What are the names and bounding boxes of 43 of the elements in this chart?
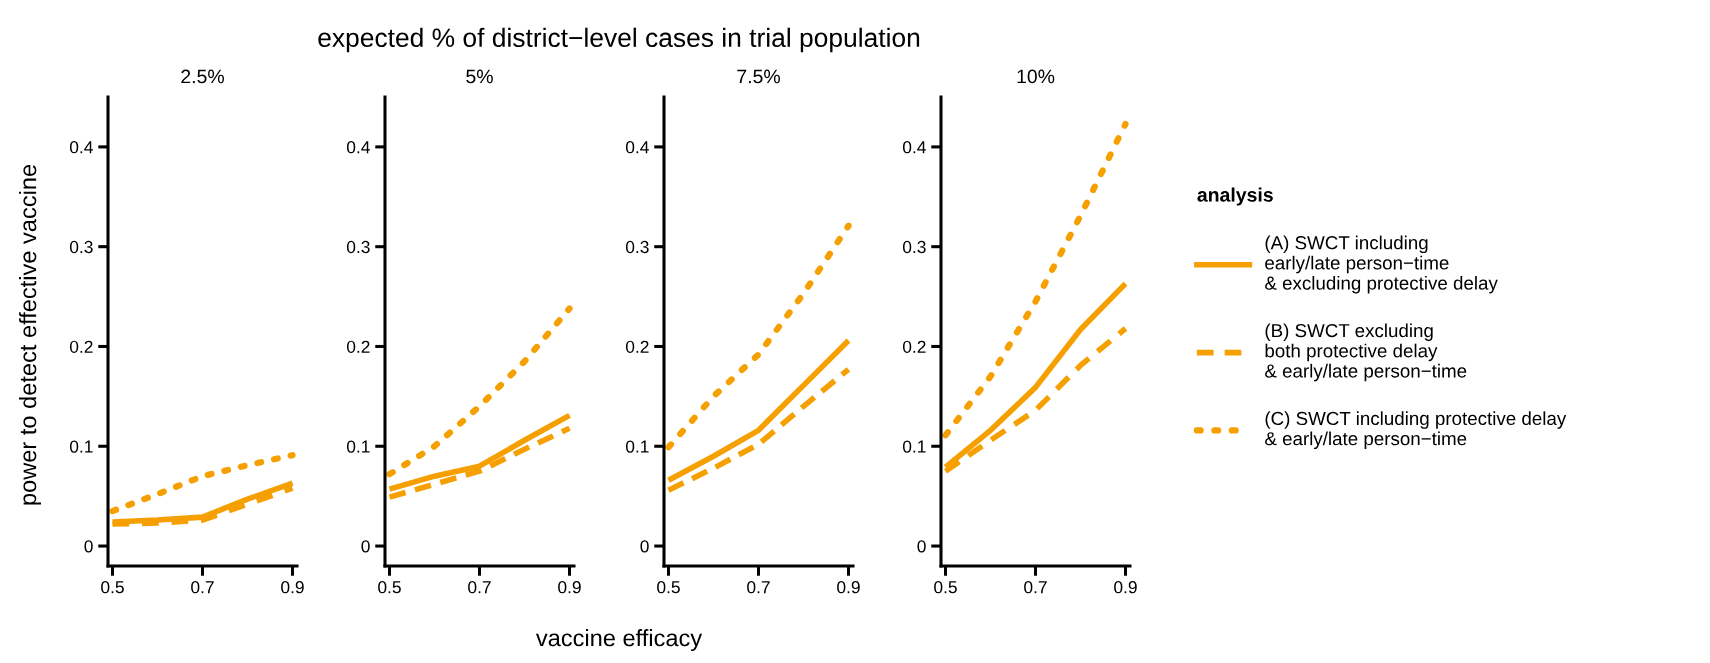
- legend-title: analysis: [1197, 187, 1273, 206]
- y-tick-label: 0.1: [69, 440, 93, 453]
- y-tick-label: 0.2: [346, 340, 370, 353]
- y-tick-label: 0.3: [625, 240, 649, 254]
- y-tick-label: 0.1: [346, 440, 370, 453]
- y-tick-label: 0.4: [69, 141, 93, 154]
- x-tick-label: 0.7: [1024, 581, 1047, 594]
- x-tick-label: 0.9: [837, 581, 860, 594]
- y-tick-label: 0: [361, 540, 370, 553]
- y-tick-label: 0.2: [902, 340, 926, 353]
- y-tick-label: 0.4: [346, 141, 370, 154]
- y-tick-label: 0: [917, 540, 926, 553]
- y-tick-label: 0.4: [625, 141, 649, 154]
- x-tick-label: 0.5: [378, 581, 401, 594]
- chart-subtitle: 5%: [466, 69, 493, 84]
- y-tick-label: 0.2: [69, 340, 93, 353]
- text: expected % of district−level cases in trial population: [318, 27, 920, 53]
- y-axis-title: power to detect effective vaccine: [19, 164, 42, 505]
- x-tick-label: 0.9: [1114, 581, 1137, 594]
- x-tick-label: 0.7: [468, 581, 491, 594]
- x-tick-label: 0.5: [101, 581, 124, 594]
- y-tick-label: 0: [84, 540, 93, 553]
- chart-subtitle: 10%: [1017, 69, 1055, 84]
- chart-subtitle: 2.5%: [181, 69, 224, 84]
- x-tick-label: 0.9: [281, 581, 304, 594]
- legend-label: (A) SWCT including early/late person−time & excluding protective delay: [1265, 235, 1498, 294]
- text: vaccine efficacy: [535, 628, 703, 652]
- x-tick-label: 0.7: [747, 581, 770, 594]
- x-tick-label: 0.7: [191, 581, 214, 594]
- y-tick-label: 0.1: [902, 440, 926, 453]
- legend-label: (B) SWCT excluding both protective delay & early/late person−time: [1265, 323, 1467, 382]
- x-tick-label: 0.5: [934, 581, 957, 594]
- chart-subtitle: 7.5%: [737, 69, 780, 84]
- x-tick-label: 0.9: [558, 581, 581, 594]
- y-tick-label: 0.3: [902, 240, 926, 254]
- x-tick-label: 0.5: [657, 581, 680, 594]
- y-tick-label: 0.3: [69, 240, 93, 254]
- y-tick-label: 0.4: [902, 141, 926, 154]
- y-tick-label: 0.2: [625, 340, 649, 353]
- y-tick-label: 0: [640, 540, 649, 553]
- y-tick-label: 0.1: [625, 440, 649, 453]
- legend-label: (C) SWCT including protective delay & early/late person−time: [1265, 411, 1567, 450]
- y-tick-label: 0.3: [346, 240, 370, 254]
